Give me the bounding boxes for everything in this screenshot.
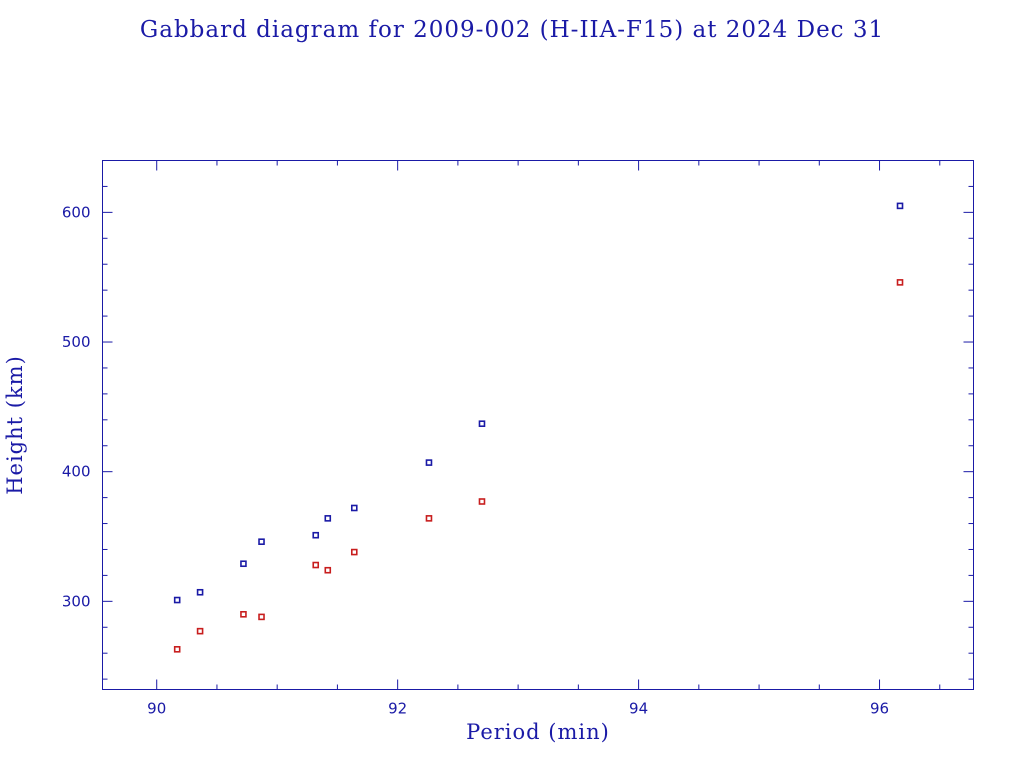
apogee-point xyxy=(258,538,265,545)
perigee-point xyxy=(312,561,320,569)
perigee-point xyxy=(258,613,265,621)
axis-tick-labels: 90 92 94 96 300 400 500 600 xyxy=(62,203,889,717)
x-tick-label: 94 xyxy=(629,700,648,718)
y-tick-label: 500 xyxy=(62,333,91,351)
y-tick-label: 400 xyxy=(62,463,91,481)
y-tick-label: 300 xyxy=(62,592,91,610)
y-axis-label: Height (km) xyxy=(3,355,27,495)
x-axis-label: Period (min) xyxy=(466,720,610,744)
apogee-point xyxy=(478,420,486,428)
apogee-point xyxy=(312,531,320,539)
chart-title: Gabbard diagram for 2009-002 (H-IIA-F15)… xyxy=(140,17,884,43)
apogee-point xyxy=(173,596,181,604)
perigee-point xyxy=(896,279,904,286)
apogee-point xyxy=(324,515,332,522)
x-tick-label: 90 xyxy=(147,700,166,718)
apogee-point xyxy=(350,504,358,512)
data-points xyxy=(173,202,904,653)
perigee-point xyxy=(240,610,247,618)
apogee-point xyxy=(425,459,433,466)
apogee-point xyxy=(196,588,204,596)
perigee-point xyxy=(196,627,204,635)
perigee-point xyxy=(478,498,486,505)
perigee-point xyxy=(173,646,181,653)
x-tick-label: 96 xyxy=(870,700,889,718)
y-tick-label: 600 xyxy=(62,203,91,221)
plot-frame xyxy=(102,160,974,690)
perigee-point xyxy=(425,515,433,522)
apogee-point xyxy=(896,202,904,210)
axis-ticks xyxy=(102,160,974,690)
x-tick-label: 92 xyxy=(388,700,407,718)
perigee-point xyxy=(350,548,358,556)
perigee-point xyxy=(324,566,332,574)
apogee-point xyxy=(240,560,247,568)
